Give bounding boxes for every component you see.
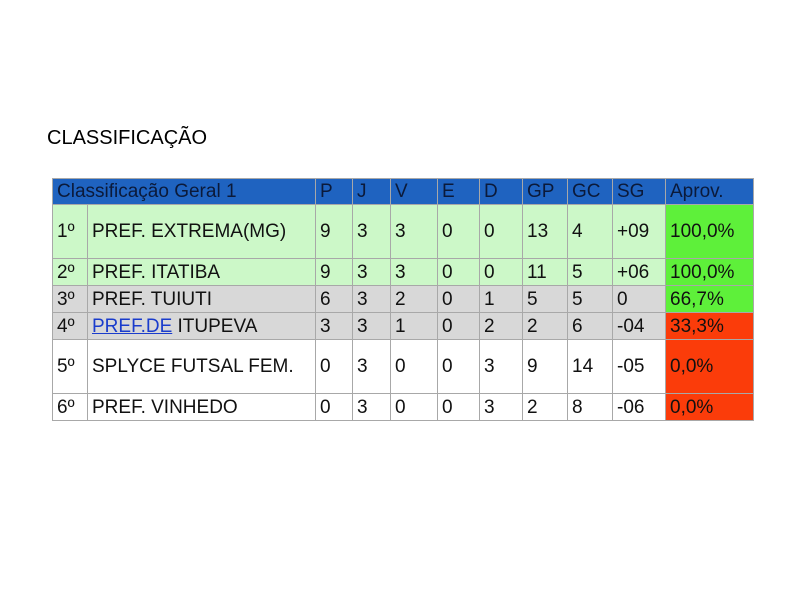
header-gp: GP: [522, 178, 568, 205]
table-row: 1º PREF. EXTREMA(MG) 9 3 3 0 0 13 4 +09 100,0%: [52, 204, 754, 259]
stat-v: 0: [390, 339, 438, 394]
stat-sg: 0: [612, 285, 666, 313]
header-sg: SG: [612, 178, 666, 205]
header-classificacao: Classificação Geral 1: [52, 178, 316, 205]
stat-gc: 5: [567, 258, 613, 286]
position: 3º: [52, 285, 88, 313]
aprov-cell: 100,0%: [665, 258, 754, 286]
stat-d: 1: [479, 285, 523, 313]
team-link[interactable]: PREF.DE: [92, 315, 173, 337]
aprov-cell: 100,0%: [665, 204, 754, 259]
stat-d: 3: [479, 393, 523, 421]
team-cell: PREF. EXTREMA(MG): [87, 204, 316, 259]
table-row: 3º PREF. TUIUTI 6 3 2 0 1 5 5 0 66,7%: [52, 285, 754, 313]
aprov-cell: 0,0%: [665, 339, 754, 394]
stat-p: 9: [315, 258, 353, 286]
stat-gp: 2: [522, 312, 568, 340]
position: 2º: [52, 258, 88, 286]
stat-sg: -05: [612, 339, 666, 394]
stat-gp: 2: [522, 393, 568, 421]
stat-d: 3: [479, 339, 523, 394]
header-aprov: Aprov.: [665, 178, 754, 205]
team-cell: PREF.DE ITUPEVA: [87, 312, 316, 340]
header-gc: GC: [567, 178, 613, 205]
aprov-cell: 0,0%: [665, 393, 754, 421]
stat-e: 0: [437, 339, 480, 394]
team-name: PREF. VINHEDO: [92, 396, 238, 418]
stat-gp: 9: [522, 339, 568, 394]
stat-j: 3: [352, 285, 391, 313]
table-row: 2º PREF. ITATIBA 9 3 3 0 0 11 5 +06 100,0%: [52, 258, 754, 286]
team-cell: PREF. ITATIBA: [87, 258, 316, 286]
header-v: V: [390, 178, 438, 205]
stat-v: 2: [390, 285, 438, 313]
stat-p: 6: [315, 285, 353, 313]
header-j: J: [352, 178, 391, 205]
stat-sg: +06: [612, 258, 666, 286]
stat-v: 0: [390, 393, 438, 421]
team-name: PREF. ITATIBA: [92, 261, 221, 283]
stat-sg: -04: [612, 312, 666, 340]
aprov-cell: 66,7%: [665, 285, 754, 313]
stat-j: 3: [352, 258, 391, 286]
stat-gc: 6: [567, 312, 613, 340]
stat-d: 0: [479, 204, 523, 259]
stat-gc: 14: [567, 339, 613, 394]
header-row: Classificação Geral 1 P J V E D GP GC SG…: [52, 178, 754, 205]
header-e: E: [437, 178, 480, 205]
stat-j: 3: [352, 204, 391, 259]
stat-gc: 5: [567, 285, 613, 313]
team-cell: PREF. TUIUTI: [87, 285, 316, 313]
stat-gp: 5: [522, 285, 568, 313]
stat-d: 0: [479, 258, 523, 286]
stat-j: 3: [352, 393, 391, 421]
page-title: CLASSIFICAÇÃO: [47, 127, 208, 149]
stat-gc: 4: [567, 204, 613, 259]
team-name-rest: ITUPEVA: [172, 315, 258, 337]
stat-j: 3: [352, 312, 391, 340]
header-d: D: [479, 178, 523, 205]
stat-sg: -06: [612, 393, 666, 421]
team-name: PREF. TUIUTI: [92, 288, 212, 310]
position: 4º: [52, 312, 88, 340]
stat-p: 0: [315, 393, 353, 421]
stat-e: 0: [437, 312, 480, 340]
stat-v: 3: [390, 204, 438, 259]
position: 6º: [52, 393, 88, 421]
stat-e: 0: [437, 393, 480, 421]
stat-e: 0: [437, 258, 480, 286]
stat-e: 0: [437, 285, 480, 313]
stat-j: 3: [352, 339, 391, 394]
team-name: SPLYCE FUTSAL FEM.: [92, 356, 294, 377]
table-row: 5º SPLYCE FUTSAL FEM. 0 3 0 0 3 9 14 -05 0,0%: [52, 339, 754, 394]
table-row: 6º PREF. VINHEDO 0 3 0 0 3 2 8 -06 0,0%: [52, 393, 754, 421]
team-cell: PREF. VINHEDO: [87, 393, 316, 421]
stat-d: 2: [479, 312, 523, 340]
team-name: PREF. EXTREMA(MG): [92, 221, 287, 242]
header-p: P: [315, 178, 353, 205]
stat-v: 3: [390, 258, 438, 286]
stat-gp: 13: [522, 204, 568, 259]
stat-p: 0: [315, 339, 353, 394]
stat-e: 0: [437, 204, 480, 259]
team-cell: SPLYCE FUTSAL FEM.: [87, 339, 316, 394]
stat-p: 3: [315, 312, 353, 340]
table-row: 4º PREF.DE ITUPEVA 3 3 1 0 2 2 6 -04 33,3%: [52, 312, 754, 340]
aprov-cell: 33,3%: [665, 312, 754, 340]
position: 1º: [52, 204, 88, 259]
stat-v: 1: [390, 312, 438, 340]
stat-p: 9: [315, 204, 353, 259]
stat-gp: 11: [522, 258, 568, 286]
stat-sg: +09: [612, 204, 666, 259]
standings-table: Classificação Geral 1 P J V E D GP GC SG…: [52, 178, 754, 421]
position: 5º: [52, 339, 88, 394]
stat-gc: 8: [567, 393, 613, 421]
